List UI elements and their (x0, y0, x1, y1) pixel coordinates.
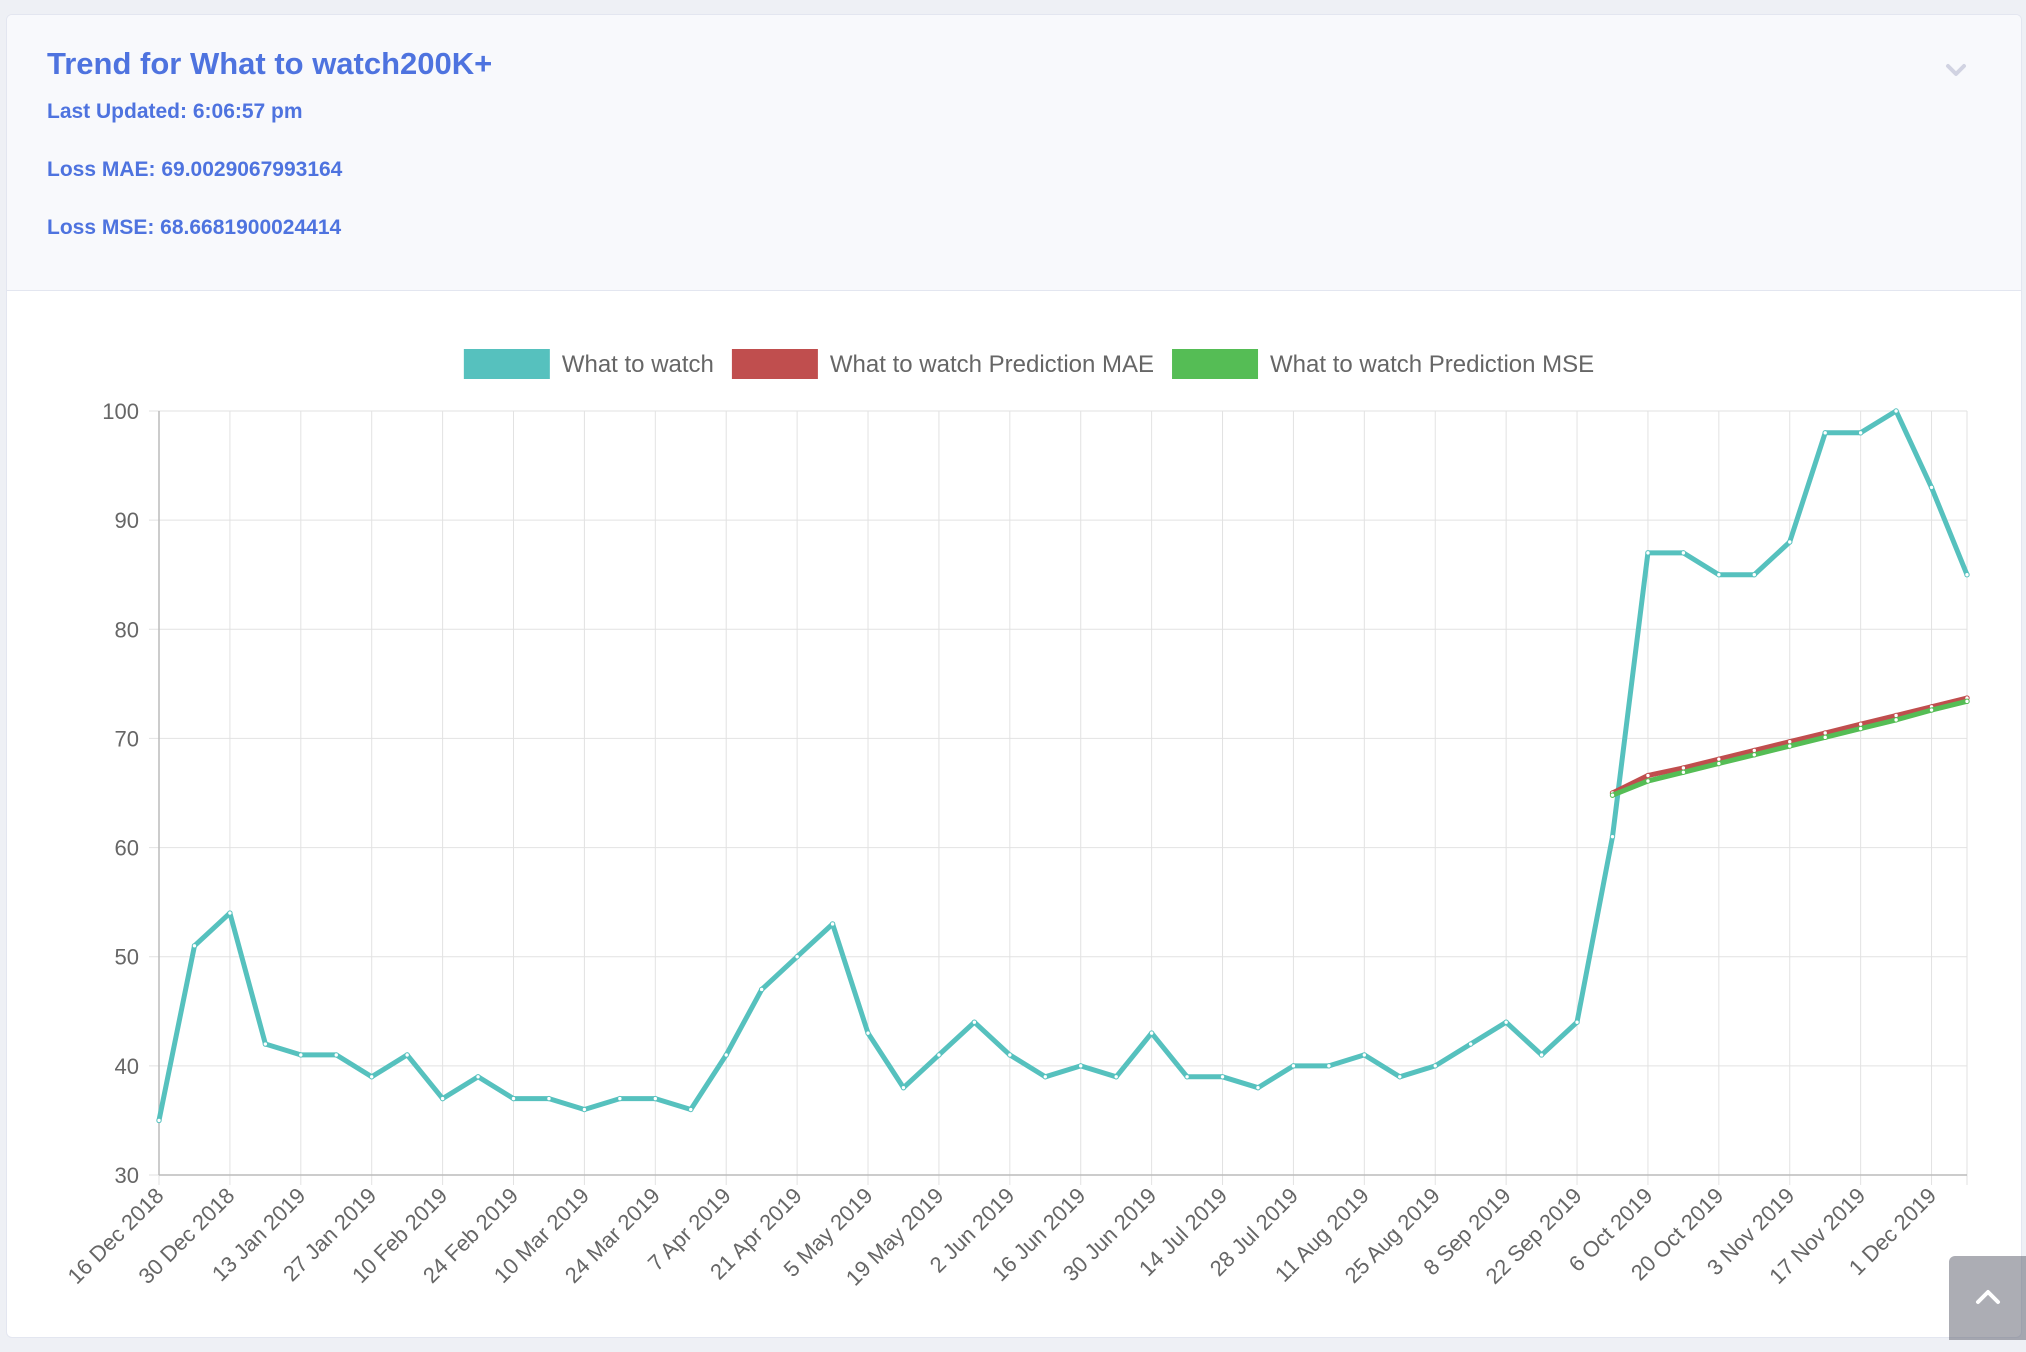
data-point (723, 1052, 729, 1058)
data-point (510, 1095, 517, 1102)
chevron-up-icon (1976, 1290, 2000, 1304)
y-tick-label: 50 (115, 945, 139, 970)
card-body: 30 40 50 60 70 80 90 100 16 Dec 2018 30 Dec 2018 1… (7, 291, 2021, 1337)
data-point (262, 1041, 269, 1047)
legend-label: What to watch Prediction MAE (830, 351, 1154, 378)
data-point (1822, 430, 1828, 436)
data-point (1787, 743, 1793, 749)
data-point (1964, 572, 1970, 578)
data-point (298, 1052, 304, 1058)
data-point (1680, 769, 1687, 775)
y-tick-label: 30 (115, 1163, 139, 1188)
loss-mae-text: Loss MAE: 69.0029067993164 (47, 158, 343, 181)
data-point (546, 1095, 552, 1102)
data-point (1078, 1063, 1084, 1069)
data-point (1822, 734, 1828, 741)
data-point (369, 1074, 375, 1080)
data-point (617, 1095, 623, 1102)
y-tick-label: 60 (115, 836, 139, 861)
data-point (1574, 1019, 1580, 1025)
data-point (1290, 1063, 1297, 1069)
data-point (1787, 539, 1793, 545)
data-point (1361, 1052, 1368, 1058)
data-point (439, 1095, 446, 1102)
data-point (794, 954, 800, 960)
data-point (1255, 1084, 1261, 1091)
loss-mse-text: Loss MSE: 68.6681900024414 (47, 216, 342, 239)
data-point (1680, 550, 1687, 556)
data-point (191, 943, 198, 949)
data-point (1751, 572, 1757, 578)
data-point (156, 1117, 162, 1124)
data-point (1042, 1074, 1048, 1080)
data-point (1857, 430, 1864, 436)
data-point (581, 1106, 588, 1113)
data-point (1716, 572, 1722, 578)
data-point (1645, 550, 1651, 556)
collapse-button[interactable] (1941, 55, 1971, 85)
data-point (1219, 1074, 1226, 1080)
data-point (404, 1052, 410, 1058)
data-point (1716, 760, 1722, 767)
data-point (1645, 772, 1651, 779)
legend-swatch (731, 349, 818, 379)
page-title: Trend for What to watch200K+ (47, 46, 493, 81)
data-point (900, 1084, 907, 1091)
y-tick-label: 70 (115, 726, 139, 751)
data-point (829, 921, 836, 927)
data-point (1538, 1052, 1545, 1058)
legend-label: What to watch Prediction MSE (1270, 351, 1594, 378)
data-point (1609, 792, 1616, 798)
data-point (1184, 1074, 1190, 1080)
last-updated-text: Last Updated: 6:06:57 pm (47, 100, 303, 123)
data-point (1397, 1074, 1403, 1080)
data-point (652, 1095, 659, 1102)
data-point (227, 910, 233, 916)
series-line-0 (156, 408, 1970, 1123)
data-point (1503, 1019, 1509, 1025)
data-point (1964, 698, 1970, 705)
data-point (688, 1106, 694, 1113)
chevron-down-icon (1946, 64, 1966, 76)
data-point (1645, 778, 1651, 784)
data-point (1007, 1052, 1013, 1058)
data-point (1148, 1030, 1155, 1036)
data-point (1609, 833, 1616, 840)
y-tick-label: 80 (115, 617, 139, 642)
data-point (475, 1074, 481, 1080)
data-point (1928, 707, 1935, 713)
data-point (971, 1019, 978, 1025)
data-point (1857, 725, 1864, 732)
data-point (1751, 752, 1757, 758)
data-point (333, 1052, 339, 1058)
trend-card: Trend for What to watch200K+ Last Update… (6, 14, 2022, 1338)
data-point (1893, 408, 1899, 414)
data-point (1928, 484, 1935, 491)
data-point (1432, 1063, 1438, 1069)
y-tick-label: 100 (102, 399, 139, 424)
y-tick-label: 40 (115, 1054, 139, 1079)
data-point (865, 1030, 871, 1036)
data-point (758, 986, 765, 993)
legend-label: What to watch (562, 351, 714, 378)
card-header: Trend for What to watch200K+ Last Update… (7, 15, 2021, 291)
data-point (1467, 1041, 1474, 1047)
legend-swatch (1172, 349, 1259, 379)
data-point (1893, 717, 1899, 723)
data-point (1326, 1063, 1332, 1069)
data-point (936, 1052, 942, 1058)
scroll-to-top-button[interactable] (1949, 1256, 2026, 1340)
legend-swatch (463, 349, 550, 379)
y-tick-label: 90 (115, 508, 139, 533)
data-point (1113, 1074, 1119, 1080)
